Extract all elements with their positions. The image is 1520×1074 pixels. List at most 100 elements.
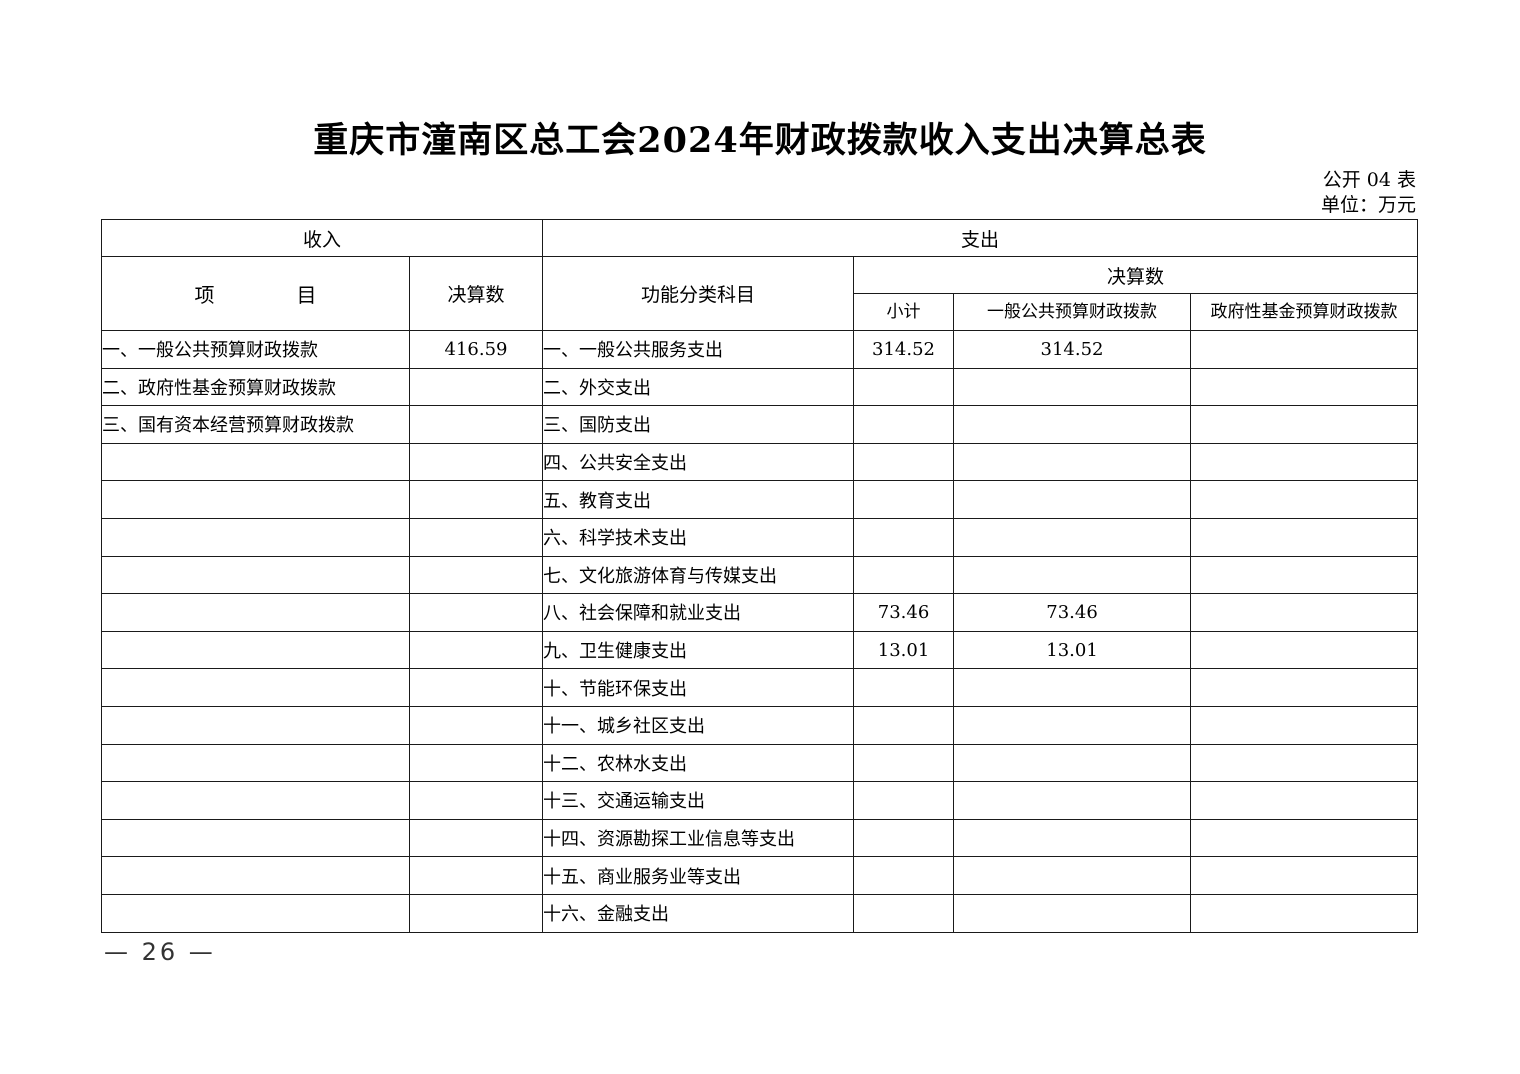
expenditure-subtotal-cell	[853, 893, 955, 933]
expenditure-category-cell: 十四、资源勘探工业信息等支出	[542, 818, 855, 858]
income-amount-cell	[408, 405, 544, 444]
income-amount-cell	[408, 442, 544, 482]
expenditure-category-cell: 四、公共安全支出	[542, 442, 855, 482]
header-general-public-budget: 一般公共预算财政拨款	[953, 293, 1192, 331]
header-expenditure-final-amount: 决算数	[853, 256, 1419, 294]
expenditure-category-cell: 七、文化旅游体育与传媒支出	[542, 555, 855, 595]
expenditure-government-fund-cell	[1190, 405, 1419, 444]
income-amount-cell	[408, 367, 544, 407]
expenditure-general-budget-cell: 73.46	[953, 593, 1192, 632]
table-row: 十一、城乡社区支出	[101, 705, 1419, 745]
expenditure-government-fund-cell	[1190, 856, 1419, 895]
expenditure-government-fund-cell	[1190, 781, 1419, 820]
expenditure-subtotal-cell	[853, 781, 955, 820]
expenditure-government-fund-cell	[1190, 367, 1419, 407]
income-item-cell	[101, 555, 410, 595]
table-row: 九、卫生健康支出 13.01 13.01	[101, 630, 1419, 670]
table-row: 十、节能环保支出	[101, 668, 1419, 707]
expenditure-government-fund-cell	[1190, 668, 1419, 707]
income-item-cell	[101, 893, 410, 933]
income-item-cell: 二、政府性基金预算财政拨款	[101, 367, 410, 407]
expenditure-category-cell: 二、外交支出	[542, 367, 855, 407]
table-row: 七、文化旅游体育与传媒支出	[101, 555, 1419, 595]
expenditure-government-fund-cell	[1190, 555, 1419, 595]
income-amount-cell	[408, 555, 544, 595]
expenditure-general-budget-cell	[953, 555, 1192, 595]
expenditure-subtotal-cell	[853, 705, 955, 745]
expenditure-government-fund-cell	[1190, 705, 1419, 745]
income-item-cell	[101, 781, 410, 820]
expenditure-general-budget-cell	[953, 856, 1192, 895]
expenditure-general-budget-cell	[953, 668, 1192, 707]
expenditure-subtotal-cell	[853, 480, 955, 519]
table-row: 十三、交通运输支出	[101, 781, 1419, 820]
expenditure-subtotal-cell	[853, 818, 955, 858]
income-item-cell	[101, 705, 410, 745]
expenditure-government-fund-cell	[1190, 893, 1419, 933]
income-item-cell	[101, 480, 410, 519]
expenditure-subtotal-cell	[853, 405, 955, 444]
table-row: 三、国有资本经营预算财政拨款 三、国防支出	[101, 405, 1419, 444]
table-row: 八、社会保障和就业支出 73.46 73.46	[101, 593, 1419, 632]
expenditure-category-cell: 十一、城乡社区支出	[542, 705, 855, 745]
expenditure-subtotal-cell	[853, 442, 955, 482]
income-item-cell: 三、国有资本经营预算财政拨款	[101, 405, 410, 444]
table-caption-block: 公开 04 表 单位：万元	[1321, 168, 1416, 218]
expenditure-general-budget-cell	[953, 818, 1192, 858]
income-item-cell	[101, 442, 410, 482]
budget-final-accounts-table: 收入 支出 项 目 决算数 功能分类科目 决算数 小计 一般公共预算财政拨款 政…	[100, 219, 1419, 933]
form-code-label: 公开 04 表	[1322, 169, 1416, 191]
income-amount-cell	[408, 893, 544, 933]
table-row: 五、教育支出	[101, 480, 1419, 519]
expenditure-subtotal-cell	[853, 668, 955, 707]
header-expenditure-section: 支出	[542, 219, 1419, 257]
expenditure-subtotal-cell: 73.46	[853, 593, 955, 632]
table-row: 十五、商业服务业等支出	[101, 856, 1419, 895]
income-amount-cell	[408, 856, 544, 895]
expenditure-category-cell: 六、科学技术支出	[542, 517, 855, 557]
expenditure-category-cell: 十、节能环保支出	[542, 668, 855, 707]
expenditure-category-cell: 五、教育支出	[542, 480, 855, 519]
expenditure-subtotal-cell	[853, 856, 955, 895]
expenditure-government-fund-cell	[1190, 818, 1419, 858]
table-row: 六、科学技术支出	[101, 517, 1419, 557]
expenditure-government-fund-cell	[1190, 743, 1419, 783]
expenditure-general-budget-cell	[953, 442, 1192, 482]
expenditure-category-cell: 一、一般公共服务支出	[542, 330, 855, 369]
expenditure-subtotal-cell: 13.01	[853, 630, 955, 670]
expenditure-subtotal-cell: 314.52	[853, 330, 955, 369]
expenditure-general-budget-cell	[953, 517, 1192, 557]
header-income-section: 收入	[100, 219, 544, 257]
expenditure-category-cell: 十三、交通运输支出	[542, 781, 855, 820]
income-item-cell	[101, 818, 410, 858]
expenditure-general-budget-cell	[953, 405, 1192, 444]
income-item-cell	[101, 668, 410, 707]
table-row: 四、公共安全支出	[101, 442, 1419, 482]
income-amount-cell	[408, 593, 544, 632]
income-amount-cell	[408, 781, 544, 820]
expenditure-category-cell: 三、国防支出	[542, 405, 855, 444]
header-function-category: 功能分类科目	[542, 256, 855, 331]
expenditure-general-budget-cell	[953, 781, 1192, 820]
table-row: 十六、金融支出	[101, 893, 1419, 933]
income-amount-cell: 416.59	[408, 330, 544, 369]
page-title: 重庆市潼南区总工会2024年财政拨款收入支出决算总表	[313, 120, 1207, 161]
expenditure-category-cell: 十五、商业服务业等支出	[542, 856, 855, 895]
expenditure-general-budget-cell: 13.01	[953, 630, 1192, 670]
income-amount-cell	[408, 517, 544, 557]
expenditure-general-budget-cell	[953, 367, 1192, 407]
expenditure-category-cell: 八、社会保障和就业支出	[542, 593, 855, 632]
table-row: 十二、农林水支出	[101, 743, 1419, 783]
expenditure-government-fund-cell	[1190, 517, 1419, 557]
expenditure-category-cell: 九、卫生健康支出	[542, 630, 855, 670]
expenditure-general-budget-cell	[953, 743, 1192, 783]
income-amount-cell	[408, 818, 544, 858]
page-number: — 26 —	[104, 938, 216, 966]
income-item-cell	[101, 743, 410, 783]
expenditure-category-cell: 十六、金融支出	[542, 893, 855, 933]
expenditure-general-budget-cell	[953, 480, 1192, 519]
expenditure-general-budget-cell	[953, 893, 1192, 933]
expenditure-subtotal-cell	[853, 555, 955, 595]
expenditure-government-fund-cell	[1190, 630, 1419, 670]
